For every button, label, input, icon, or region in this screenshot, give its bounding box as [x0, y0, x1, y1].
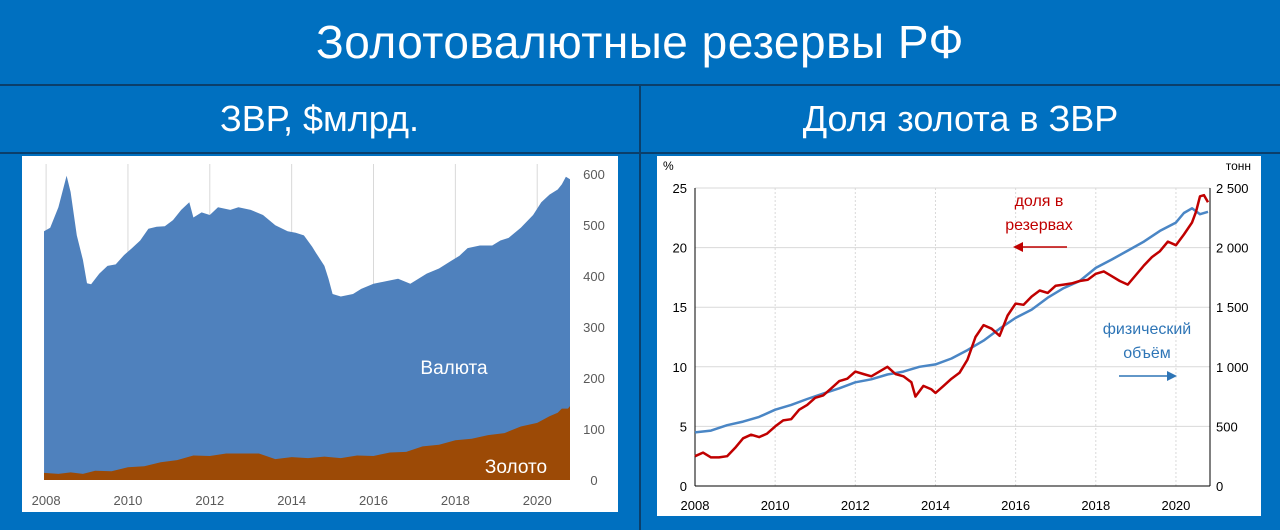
x-tick-label: 2020: [523, 493, 552, 508]
main-title: Золотовалютные резервы РФ: [0, 0, 1280, 86]
volume-series-line: [694, 207, 1209, 434]
gold-area: [44, 406, 570, 480]
y-tick-label: 200: [583, 371, 605, 386]
annotation-share: доля в резервах: [1005, 193, 1073, 234]
y-left-tick-label: 15: [673, 300, 687, 315]
right-chart-title: Доля золота в ЗВР: [641, 86, 1280, 154]
arrow-left-icon: [1013, 242, 1023, 252]
x-tick-label: 2012: [195, 493, 224, 508]
y-right-tick-label: 500: [1216, 419, 1238, 434]
x-tick-label: 2020: [1161, 498, 1190, 513]
x-tick-label: 2008: [32, 493, 61, 508]
x-tick-label: 2018: [1081, 498, 1110, 513]
x-tick-label: 2016: [1001, 498, 1030, 513]
share-series-line: [694, 193, 1210, 459]
y-tick-label: 500: [583, 218, 605, 233]
y-right-tick-label: 0: [1216, 479, 1223, 494]
y-right-tick-label: 2 000: [1216, 241, 1249, 256]
annotation-share-line-1: доля в: [1015, 193, 1064, 210]
x-tick-label: 2010: [113, 493, 142, 508]
y-tick-label: 100: [583, 422, 605, 437]
series-label-currency: Валюта: [420, 358, 488, 379]
left-chart-title: ЗВР, $млрд.: [0, 86, 639, 154]
x-tick-label: 2008: [681, 498, 710, 513]
y-tick-label: 0: [590, 473, 597, 488]
annotation-volume-line-1: физический: [1103, 321, 1191, 338]
y-left-tick-label: 10: [673, 360, 687, 375]
x-tick-label: 2016: [359, 493, 388, 508]
annotation-share-line-2: резервах: [1005, 217, 1073, 234]
x-tick-label: 2014: [921, 498, 950, 513]
annotation-volume: физический объём: [1103, 321, 1191, 362]
y-left-tick-label: 20: [673, 241, 687, 256]
arrow-right-icon: [1167, 371, 1177, 381]
annotation-volume-line-2: объём: [1123, 345, 1170, 362]
reserves-area-chart: 2008 2010 2012 2014 2016 2018 2020 0 100 200 300 40…: [32, 164, 605, 508]
y-left-tick-label: 25: [673, 181, 687, 196]
y-left-tick-label: 5: [680, 419, 687, 434]
gold-share-line-chart: 0 0 5 500 10 1 000 15 1 500 20 2 000 25 2 500 2008 20…: [663, 159, 1251, 513]
series-label-gold: Золото: [485, 457, 547, 478]
y-right-tick-label: 2 500: [1216, 181, 1249, 196]
currency-area: [44, 175, 570, 480]
y-left-tick-label: 0: [680, 479, 687, 494]
y-right-tick-label: 1 000: [1216, 360, 1249, 375]
x-tick-label: 2018: [441, 493, 470, 508]
y-left-unit: %: [663, 159, 674, 173]
x-tick-label: 2012: [841, 498, 870, 513]
y-tick-label: 600: [583, 167, 605, 182]
reserves-chart-panel: 2008 2010 2012 2014 2016 2018 2020 0 100 200 300 40…: [22, 156, 618, 512]
vertical-divider: [639, 86, 641, 530]
y-tick-label: 400: [583, 269, 605, 284]
y-right-unit: тонн: [1226, 159, 1251, 173]
y-right-tick-label: 1 500: [1216, 300, 1249, 315]
y-tick-label: 300: [583, 320, 605, 335]
x-tick-label: 2010: [761, 498, 790, 513]
gold-share-chart-panel: 0 0 5 500 10 1 000 15 1 500 20 2 000 25 2 500 2008 20…: [657, 156, 1261, 516]
x-tick-label: 2014: [277, 493, 306, 508]
